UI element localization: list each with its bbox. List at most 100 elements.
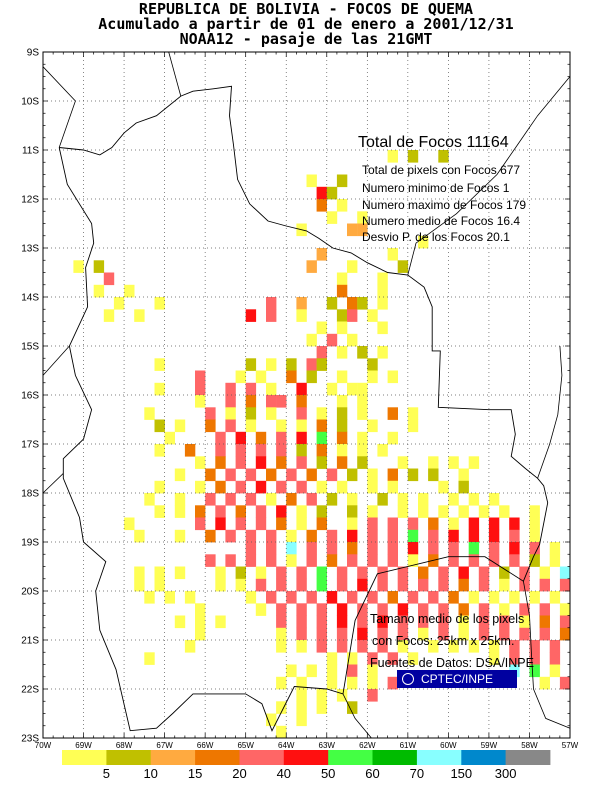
fire-cell bbox=[195, 505, 206, 518]
legend-label: 300 bbox=[494, 766, 517, 781]
fire-cell bbox=[255, 444, 267, 457]
paraguay-brazil-border bbox=[523, 581, 571, 729]
fire-cell bbox=[255, 603, 267, 616]
fire-cell bbox=[296, 627, 307, 641]
lon-label: 67W bbox=[156, 741, 173, 750]
fire-cell bbox=[347, 382, 358, 396]
fire-cell bbox=[326, 211, 338, 224]
fire-cell bbox=[347, 505, 358, 518]
fire-cell bbox=[205, 468, 216, 482]
fire-cell bbox=[488, 554, 500, 567]
fire-cell bbox=[215, 456, 226, 469]
fire-cell bbox=[144, 493, 155, 506]
fire-cell bbox=[205, 554, 216, 567]
fire-cell bbox=[276, 615, 287, 629]
fire-cell bbox=[357, 211, 368, 224]
fire-cell bbox=[499, 627, 510, 641]
fire-cell bbox=[336, 199, 348, 212]
fire-cell bbox=[296, 578, 307, 592]
fire-cell bbox=[316, 407, 327, 420]
fire-cell bbox=[296, 456, 307, 469]
fire-cell bbox=[357, 627, 368, 641]
fire-cell bbox=[215, 615, 226, 629]
fire-cell bbox=[215, 444, 226, 457]
fire-cell bbox=[387, 248, 398, 261]
fire-cell bbox=[509, 529, 520, 543]
lat-label: 17S bbox=[21, 440, 39, 451]
fire-cell bbox=[347, 333, 358, 347]
legend-swatch bbox=[283, 750, 329, 765]
fire-cell bbox=[296, 603, 307, 616]
fire-cell bbox=[336, 615, 348, 629]
lon-label: 59W bbox=[481, 741, 498, 750]
fire-cell bbox=[266, 407, 277, 420]
fire-cell bbox=[357, 456, 368, 469]
fire-cell bbox=[448, 542, 459, 555]
fire-cell bbox=[306, 542, 317, 555]
fire-cell bbox=[347, 701, 358, 714]
fire-cell bbox=[154, 358, 165, 371]
fire-cell bbox=[529, 517, 540, 531]
fire-cell bbox=[428, 517, 439, 531]
fire-cell bbox=[438, 578, 449, 592]
fire-cell bbox=[316, 419, 327, 433]
fire-cell bbox=[488, 529, 500, 543]
fire-cell bbox=[296, 309, 307, 322]
fire-cell bbox=[529, 529, 540, 543]
fire-cell bbox=[134, 309, 145, 322]
fire-cell bbox=[245, 554, 257, 567]
fire-cell bbox=[286, 358, 297, 371]
fire-cell bbox=[478, 566, 490, 580]
fire-cell bbox=[448, 591, 459, 604]
fire-cell bbox=[336, 407, 348, 420]
fire-cell bbox=[519, 615, 530, 629]
fire-cell bbox=[509, 542, 520, 555]
fire-cell bbox=[539, 578, 550, 592]
fire-cell bbox=[418, 505, 429, 518]
fire-cell bbox=[326, 676, 338, 690]
fire-cell bbox=[488, 517, 500, 531]
fire-cell bbox=[195, 456, 206, 469]
fire-cell bbox=[418, 235, 429, 249]
fire-cell bbox=[559, 603, 571, 616]
fire-cell bbox=[154, 566, 165, 580]
cptec-badge: CPTEC/INPE bbox=[397, 670, 517, 688]
fire-cell bbox=[458, 603, 469, 616]
fire-cell bbox=[266, 468, 277, 482]
fire-cell bbox=[296, 382, 307, 396]
fire-cell bbox=[326, 542, 338, 555]
fire-cell bbox=[255, 578, 267, 592]
fire-cell bbox=[245, 468, 257, 482]
fire-cell bbox=[306, 358, 317, 371]
note-pixel-dim: con Focos: 25km x 25km. bbox=[372, 634, 515, 648]
fire-cell bbox=[134, 566, 145, 580]
fire-cell bbox=[468, 493, 480, 506]
fire-cell bbox=[124, 517, 135, 531]
fire-cell bbox=[367, 517, 378, 531]
lon-label: 60W bbox=[440, 741, 457, 750]
fire-cell bbox=[245, 358, 257, 371]
lat-label: 14S bbox=[21, 293, 39, 304]
fire-cell bbox=[235, 505, 246, 518]
fire-cell bbox=[235, 566, 246, 580]
fire-cell bbox=[347, 297, 358, 310]
fire-cell bbox=[347, 223, 358, 237]
fire-cell bbox=[347, 260, 358, 273]
badge-text: CPTEC/INPE bbox=[421, 672, 494, 686]
fire-cell bbox=[559, 676, 571, 690]
fire-cell bbox=[407, 591, 419, 604]
legend-swatch bbox=[150, 750, 196, 765]
lat-label: 15S bbox=[21, 342, 39, 353]
fire-cell bbox=[488, 542, 500, 555]
fire-cell bbox=[336, 431, 348, 445]
fire-cell bbox=[438, 150, 449, 163]
fire-cell bbox=[316, 431, 327, 445]
fire-cell bbox=[407, 407, 419, 420]
fire-cell bbox=[276, 676, 287, 690]
lat-label: 12S bbox=[21, 195, 39, 206]
fire-cell bbox=[276, 627, 287, 641]
fire-cell bbox=[316, 248, 327, 261]
fire-cell bbox=[296, 689, 307, 702]
fire-cell bbox=[418, 615, 429, 629]
fire-cell bbox=[448, 529, 459, 543]
